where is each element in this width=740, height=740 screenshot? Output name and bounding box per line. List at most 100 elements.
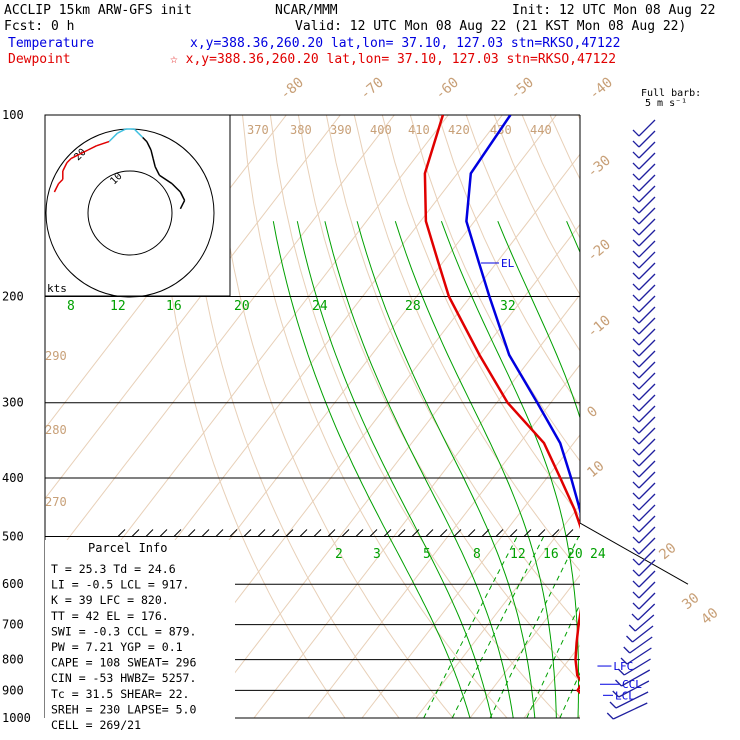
moist-adiabat-line [643, 221, 676, 718]
hatch-mark [271, 529, 280, 537]
wind-barb-flag [626, 635, 633, 643]
isotherm-line [45, 115, 341, 500]
annotation-label: LCL [615, 689, 635, 702]
wind-barb-staff [638, 218, 656, 236]
isotherm-line [469, 574, 580, 718]
wind-barb-flag [632, 294, 640, 302]
hodograph-segment [87, 145, 97, 151]
dry-adiabat-line [437, 115, 580, 407]
wind-barb-staff [638, 295, 656, 313]
wind-barb-staff [638, 152, 656, 170]
hatch-mark [313, 529, 322, 537]
mixing-ratio-label: 24 [590, 547, 606, 562]
theta-label: 410 [408, 123, 430, 137]
hatch-mark [341, 529, 350, 537]
hodograph-segment [179, 191, 186, 201]
mixing-ratio-label: 20 [234, 299, 250, 314]
moist-adiabat-line [324, 221, 514, 718]
parcel-row: CELL = 269/21 [51, 718, 141, 732]
temperature-location: x,y=388.36,260.20 lat,lon= 37.10, 127.03… [190, 36, 620, 51]
wind-barb-staff [638, 141, 656, 159]
wind-barb-flag [632, 503, 640, 511]
pressure-tick-label: 1000 [2, 711, 31, 725]
wind-barb-flag [632, 371, 640, 379]
hodograph-segment [53, 183, 60, 193]
wind-barb-staff [638, 427, 656, 445]
hatch-mark [243, 529, 252, 537]
temperature-profile [465, 115, 580, 517]
wind-barb-flag [632, 173, 640, 181]
hatch-mark [551, 529, 560, 537]
mixing-ratio-line [423, 536, 518, 718]
wind-barb-staff [638, 493, 656, 511]
wind-barb-flag [617, 668, 625, 676]
pressure-tick-label: 700 [2, 618, 24, 632]
wind-barb-flag [612, 690, 620, 698]
hodograph-segment [108, 132, 118, 143]
hodograph-frame [44, 114, 231, 297]
wind-barb-staff [638, 196, 656, 214]
isotherm-line [686, 115, 740, 718]
mixing-ratio-label: 3 [373, 547, 381, 562]
theta-label: 290 [45, 349, 67, 363]
model-title: ACCLIP 15km ARW-GFS init [4, 3, 192, 18]
isotherm-label: -20 [584, 237, 614, 266]
barb-unit: 5 m s⁻¹ [645, 98, 687, 109]
hatch-mark [383, 529, 392, 537]
wind-barb-flag [632, 327, 640, 335]
mixing-ratio-label: 16 [166, 299, 182, 314]
moist-adiabat-line [394, 221, 557, 718]
isotherm-line [577, 714, 580, 718]
wind-barb-flag [632, 261, 640, 269]
dry-adiabat-line [409, 115, 580, 462]
hodograph-unit: kts [47, 282, 67, 295]
dry-adiabat-line [465, 115, 580, 352]
wind-barb-flag [632, 382, 640, 390]
pressure-tick-label: 900 [2, 683, 24, 697]
dewpoint-legend: Dewpoint [8, 52, 71, 67]
wind-barb-staff [634, 614, 655, 632]
wind-barb-staff [638, 559, 656, 577]
isotherm-line [632, 115, 740, 718]
wind-barb-staff [638, 240, 656, 258]
dry-adiabat-line [297, 115, 580, 683]
mixing-ratio-label: 20 [567, 547, 583, 562]
wind-barb-flag [632, 459, 640, 467]
dry-adiabat-line [353, 115, 580, 572]
dewpoint-profile [423, 115, 580, 695]
pressure-tick-label: 800 [2, 653, 24, 667]
dewpoint-location: ☆ x,y=388.36,260.20 lat,lon= 37.10, 127.… [170, 52, 616, 67]
wind-barb-flag [632, 217, 640, 225]
dry-adiabat-line [718, 115, 740, 718]
parcel-row: T = 25.3 Td = 24.6 [51, 562, 176, 576]
barb-title: Full barb: [641, 88, 701, 99]
wind-barb-flag [632, 525, 640, 533]
source-label: NCAR/MMM [275, 3, 338, 18]
mixing-ratio-label: 16 [543, 547, 559, 562]
hatch-mark [397, 529, 406, 537]
wind-barb-staff [638, 273, 656, 291]
wind-barb-flag [609, 701, 617, 709]
wind-barb-flag [632, 558, 640, 566]
hatch-mark [565, 529, 574, 537]
wind-barb-flag [632, 338, 640, 346]
mixing-ratio-label: 5 [423, 547, 431, 562]
parcel-info-box: Parcel Info T = 25.3 Td = 24.6 LI = -0.5 L… [45, 540, 235, 732]
wind-barb-staff [638, 350, 656, 368]
wind-barb-staff [638, 471, 656, 489]
mixing-ratio-line [489, 536, 580, 718]
wind-barb-flag [632, 129, 640, 137]
wind-barb-flag [632, 437, 640, 445]
parcel-row: K = 39 LFC = 820. [51, 593, 169, 607]
isotherm-label: 30 [679, 590, 702, 613]
wind-barb-flag [632, 448, 640, 456]
wind-barb-staff [618, 680, 650, 698]
wind-barb-flag [615, 679, 622, 687]
dry-adiabat-line [662, 115, 740, 718]
wind-barb-flag [632, 250, 640, 258]
hatch-mark [495, 529, 504, 537]
annotation-label: CCL [622, 678, 642, 691]
parcel-row: CIN = -53 HWBZ= 5257. [51, 671, 196, 685]
theta-label: 400 [370, 123, 392, 137]
